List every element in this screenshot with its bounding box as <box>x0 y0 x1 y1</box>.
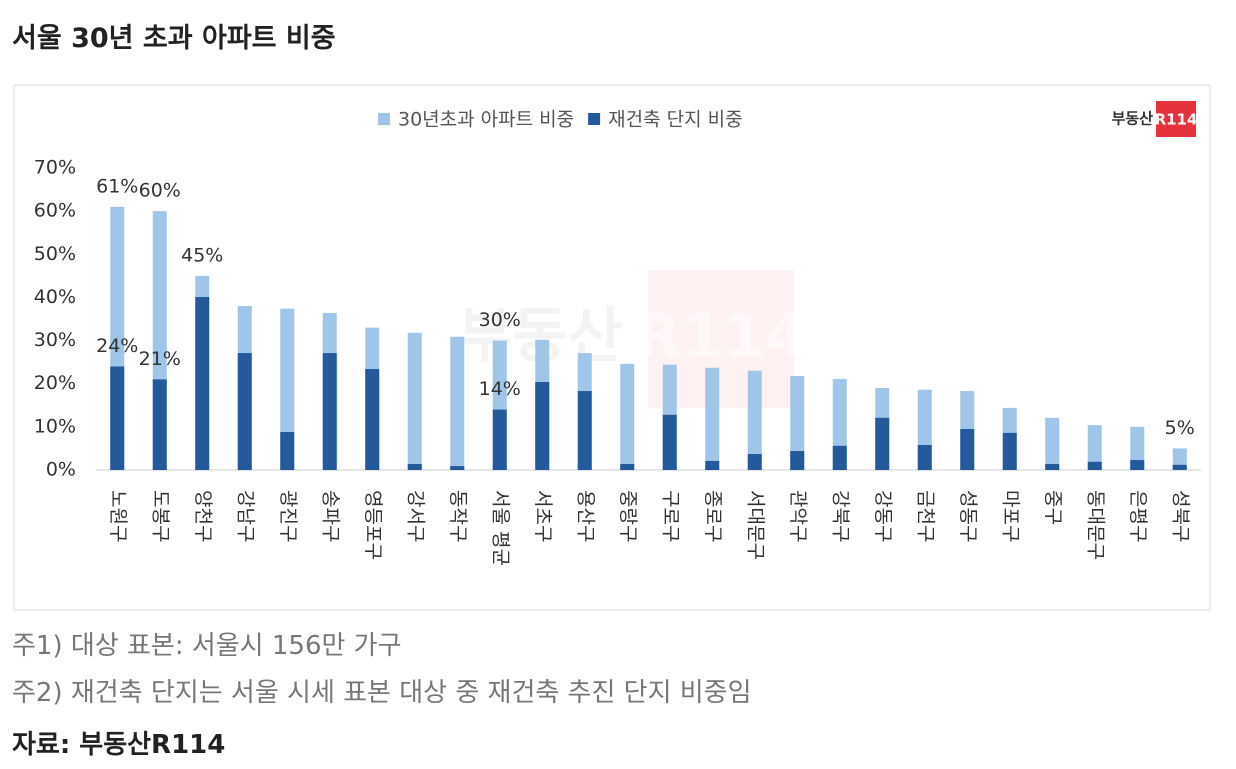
x-tick-label: 강서구 <box>404 490 426 542</box>
x-tick-label: 중랑구 <box>617 490 639 542</box>
bar <box>790 451 805 470</box>
x-tick-label: 도봉구 <box>149 490 171 542</box>
x-tick-label: 강북구 <box>829 490 851 542</box>
bar <box>492 409 507 470</box>
bar <box>450 336 465 470</box>
x-tick-label: 영등포구 <box>362 490 384 560</box>
bar <box>535 381 550 470</box>
data-label: 30% <box>479 309 521 331</box>
y-tick-label: 10% <box>34 415 76 437</box>
bar <box>237 353 252 470</box>
bar <box>1130 426 1145 470</box>
y-tick-label: 30% <box>34 329 76 351</box>
x-tick-label: 광진구 <box>277 490 299 542</box>
bar <box>705 367 720 470</box>
x-tick-label: 용산구 <box>574 490 596 542</box>
x-tick-label: 관악구 <box>787 490 809 542</box>
y-tick-label: 40% <box>34 286 76 308</box>
bar <box>1045 463 1060 470</box>
bar <box>747 370 762 470</box>
bar <box>280 308 295 470</box>
bar <box>1087 425 1102 470</box>
bar <box>917 444 932 470</box>
x-tick-label: 강동구 <box>872 490 894 542</box>
legend-label: 30년초과 아파트 비중 <box>398 109 574 131</box>
y-tick-label: 70% <box>34 157 76 179</box>
bar <box>620 363 635 470</box>
legend-swatch <box>378 113 390 125</box>
x-tick-label: 동대문구 <box>1084 490 1106 560</box>
logo-text: R114 <box>1155 111 1198 129</box>
bar <box>407 332 422 470</box>
chart: 부동산 R114 부동산 R114 0%10%20%30%40%50%60%70… <box>13 84 1211 611</box>
bar <box>747 454 762 470</box>
bar <box>1002 432 1017 470</box>
title: 서울 30년 초과 아파트 비중 <box>12 23 336 54</box>
bar <box>960 429 975 470</box>
bar <box>407 463 422 470</box>
legend-swatch <box>588 113 601 125</box>
bar <box>450 466 465 470</box>
y-tick-label: 50% <box>34 243 76 265</box>
bar <box>577 391 592 470</box>
data-label: 5% <box>1165 417 1195 439</box>
watermark: R114 <box>635 302 806 372</box>
bar <box>832 445 847 470</box>
y-tick-label: 60% <box>34 200 76 222</box>
x-tick-label: 구로구 <box>659 490 681 542</box>
note: 주1) 대상 표본: 서울시 156만 가구 <box>12 631 402 661</box>
bar <box>195 296 210 470</box>
x-tick-label: 성동구 <box>957 490 979 542</box>
data-label: 21% <box>139 348 181 370</box>
bar <box>322 353 337 470</box>
x-tick-label: 성북구 <box>1169 490 1191 542</box>
bar <box>1045 417 1060 470</box>
legend-label: 재건축 단지 비중 <box>608 109 742 131</box>
x-tick-label: 은평구 <box>1127 490 1149 542</box>
bar <box>152 379 167 470</box>
bar <box>1172 448 1187 470</box>
y-tick-label: 20% <box>34 372 76 394</box>
data-label: 24% <box>96 335 138 357</box>
bar <box>875 417 890 470</box>
bar <box>280 432 295 470</box>
note: 주2) 재건축 단지는 서울 시세 표본 대상 중 재건축 추진 단지 비중임 <box>12 678 752 708</box>
bar <box>790 375 805 470</box>
bar <box>620 463 635 470</box>
logo-text: 부동산 <box>1112 110 1154 128</box>
x-tick-label: 양천구 <box>192 490 214 542</box>
x-tick-label: 노원구 <box>107 490 129 542</box>
bar <box>1087 461 1102 470</box>
bar <box>365 369 380 470</box>
data-label: 14% <box>479 378 521 400</box>
x-tick-label: 금천구 <box>914 490 936 542</box>
data-label: 61% <box>96 175 138 197</box>
x-tick-label: 동작구 <box>447 490 469 542</box>
data-label: 45% <box>181 244 223 266</box>
chart-frame <box>13 84 1211 611</box>
data-label: 60% <box>139 180 181 202</box>
x-tick-label: 강남구 <box>234 490 256 542</box>
source: 자료: 부동산R114 <box>12 730 226 760</box>
x-tick-label: 서대문구 <box>744 490 766 560</box>
x-tick-label: 중구 <box>1042 490 1064 525</box>
bar <box>662 414 677 470</box>
logo-box <box>1156 101 1196 137</box>
bar <box>1172 464 1187 470</box>
bar <box>705 460 720 470</box>
bar <box>110 366 125 470</box>
x-tick-label: 종로구 <box>702 490 724 542</box>
x-tick-label: 서초구 <box>532 490 554 542</box>
y-tick-label: 0% <box>46 459 76 481</box>
bar <box>1130 460 1145 470</box>
x-tick-label: 마포구 <box>999 490 1021 542</box>
x-tick-label: 서울 평균 <box>489 490 511 566</box>
x-tick-label: 송파구 <box>319 490 341 542</box>
